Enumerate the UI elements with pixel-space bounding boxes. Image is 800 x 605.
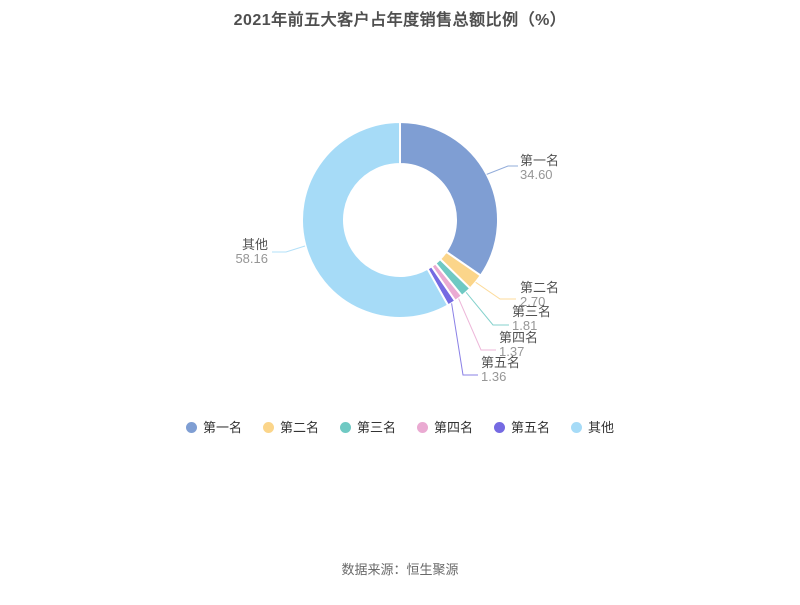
legend-marker-circle bbox=[185, 422, 197, 433]
slice-label-value: 1.36 bbox=[481, 369, 507, 384]
legend-label: 第四名 bbox=[434, 420, 474, 435]
legend-item-rank1[interactable]: 第一名 bbox=[185, 420, 242, 435]
slice-label-rank5: 第五名 1.36 bbox=[481, 356, 520, 384]
legend-marker-circle bbox=[417, 422, 428, 433]
leader-line-rank5 bbox=[451, 303, 478, 376]
slice-label-rank2: 第二名 2.70 bbox=[520, 281, 559, 309]
pie-slice-其他[interactable] bbox=[301, 120, 450, 319]
slice-label-value: 2.70 bbox=[520, 294, 546, 309]
slice-label-value: 34.60 bbox=[520, 167, 553, 182]
legend-item-rank3[interactable]: 第三名 bbox=[339, 420, 396, 435]
legend-marker-circle bbox=[571, 422, 583, 433]
slice-label-name: 第二名 bbox=[520, 280, 560, 295]
legend-marker-circle bbox=[339, 422, 351, 433]
slice-label-name: 第五名 bbox=[481, 355, 521, 370]
slice-label-value: 58.16 bbox=[235, 251, 268, 266]
leader-line-rank4 bbox=[458, 298, 496, 351]
legend-marker-circle bbox=[262, 422, 274, 433]
slice-label-name: 第四名 bbox=[499, 330, 539, 345]
legend-marker-circle bbox=[494, 422, 506, 433]
pie-slices bbox=[301, 120, 499, 319]
leader-line-rank1 bbox=[486, 165, 518, 175]
slice-label-rank4: 第四名 1.37 bbox=[499, 331, 538, 359]
pie-slice-第一名[interactable] bbox=[399, 120, 499, 277]
legend-label: 第三名 bbox=[356, 420, 396, 435]
slice-label-value: 1.81 bbox=[512, 318, 538, 333]
slice-label-name: 第一名 bbox=[520, 153, 560, 168]
legend-label: 第二名 bbox=[279, 420, 319, 435]
slice-label-rank3: 第三名 1.81 bbox=[512, 305, 551, 333]
leader-lines bbox=[272, 165, 518, 376]
slice-label-value: 1.37 bbox=[499, 344, 525, 359]
slice-label-rank1: 第一名 34.60 bbox=[520, 154, 559, 182]
chart-legend: 第一名 第二名 第三名 第四名 第五名 其他 bbox=[0, 420, 800, 435]
slice-label-name: 第三名 bbox=[512, 304, 552, 319]
legend-item-rank2[interactable]: 第二名 bbox=[262, 420, 319, 435]
leader-line-rank2 bbox=[475, 281, 516, 300]
slice-label-other: 其他 58.16 bbox=[168, 238, 268, 266]
data-source-note: 数据来源：恒生聚源 bbox=[341, 562, 459, 577]
slice-label-name: 其他 bbox=[241, 237, 268, 252]
legend-item-other[interactable]: 其他 bbox=[571, 420, 614, 435]
leader-line-other bbox=[272, 245, 306, 253]
leader-line-rank3 bbox=[465, 291, 509, 326]
legend-label: 第一名 bbox=[202, 420, 242, 435]
legend-item-rank4[interactable]: 第四名 bbox=[417, 420, 473, 435]
chart-title: 2021年前五大客户占年度销售总额比例（%） bbox=[233, 12, 567, 29]
legend-item-rank5[interactable]: 第五名 bbox=[494, 420, 550, 435]
legend-label: 其他 bbox=[588, 420, 615, 435]
legend-label: 第五名 bbox=[511, 420, 551, 435]
